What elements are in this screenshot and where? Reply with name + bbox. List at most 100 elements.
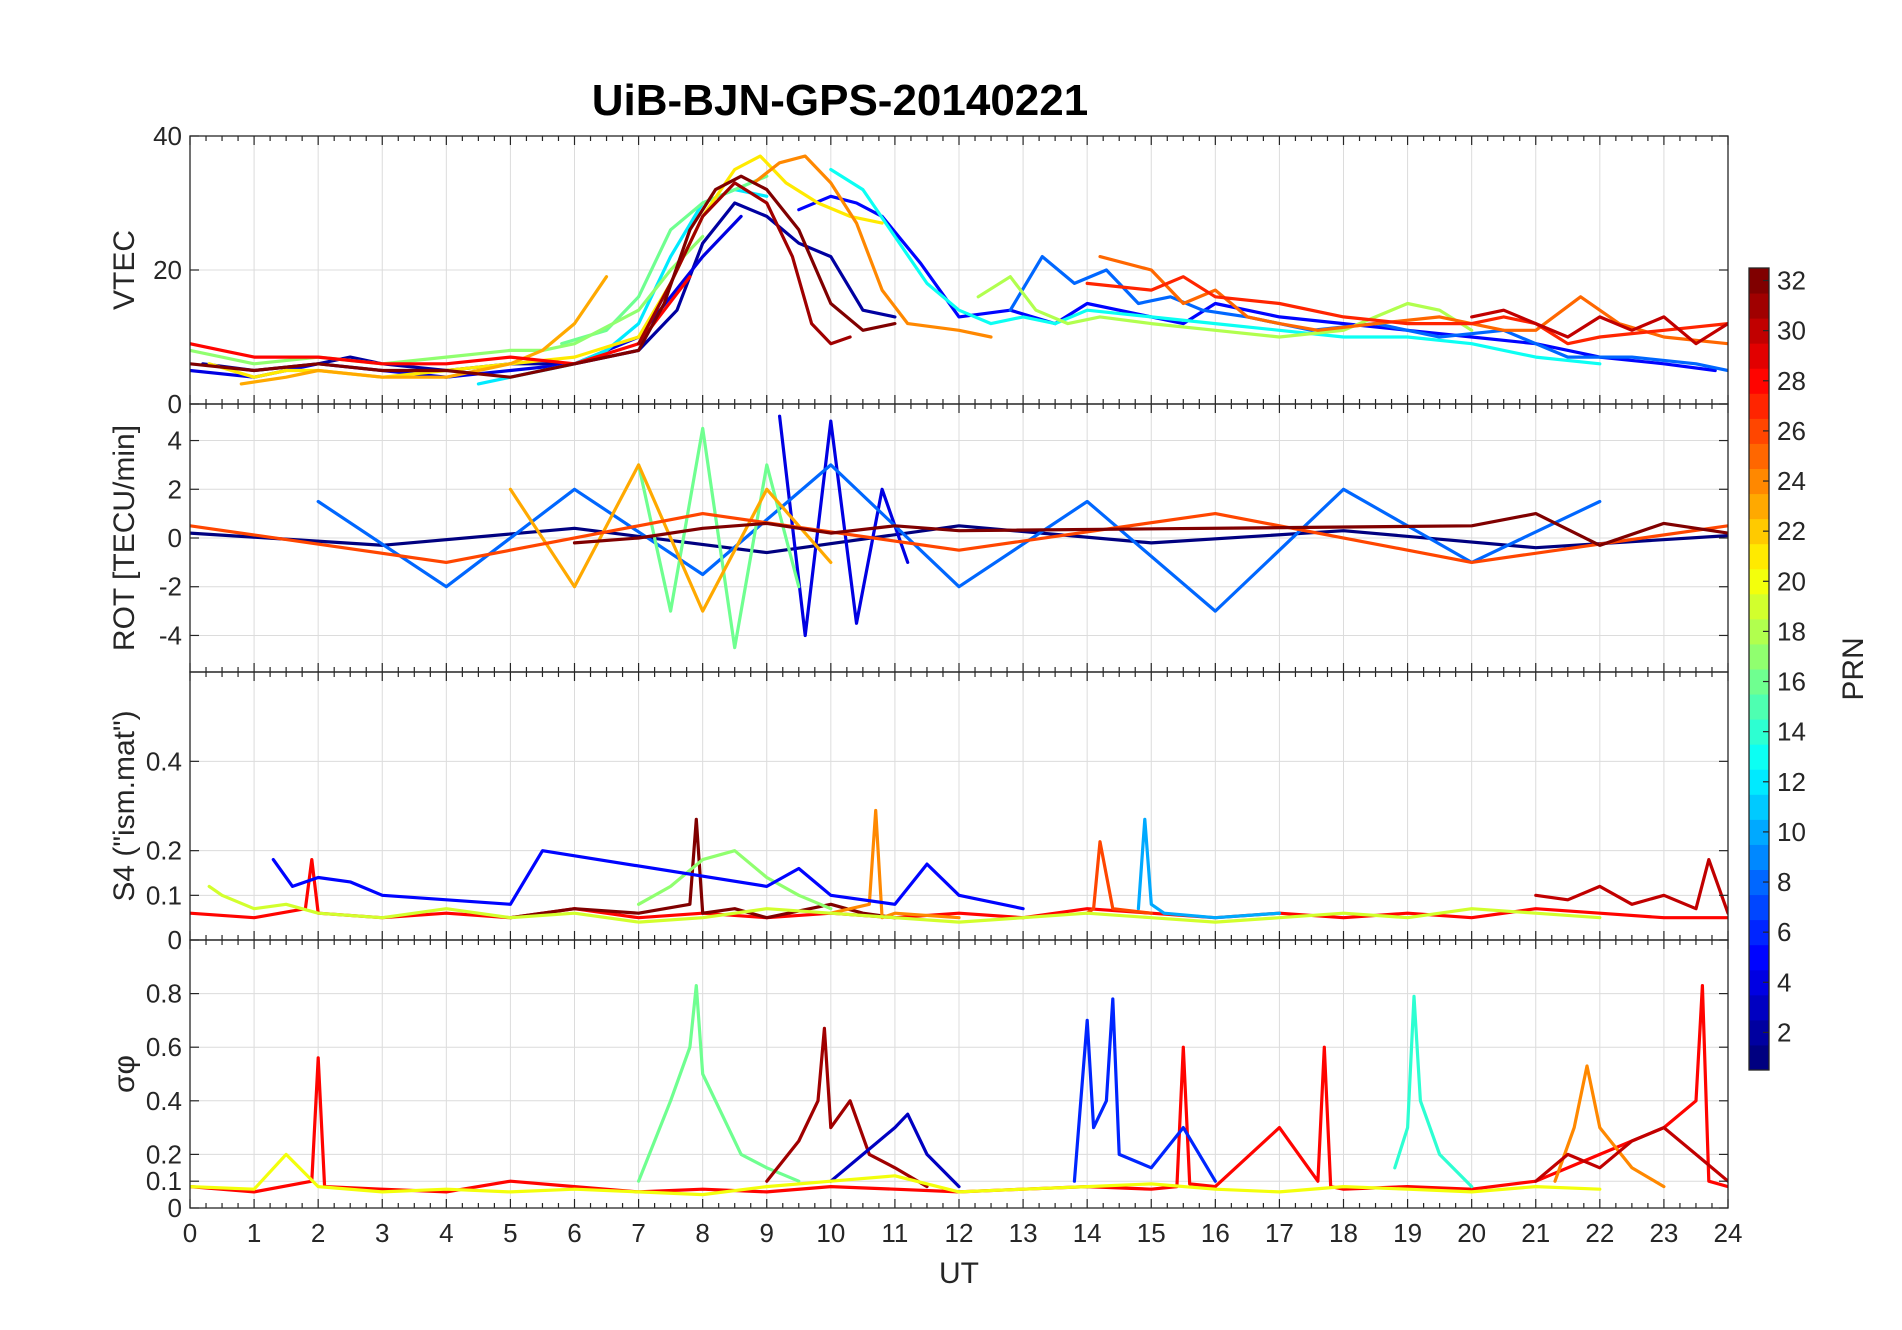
series-prn-16 — [637, 426, 801, 650]
series-prn-23 — [508, 463, 833, 613]
x-tick-label: 6 — [567, 1218, 581, 1248]
colorbar-band — [1749, 694, 1769, 720]
series-prn-4 — [778, 414, 910, 638]
colorbar-band — [1749, 318, 1769, 344]
colorbar-band — [1749, 393, 1769, 419]
series-prn-25 — [1098, 255, 1728, 346]
series-prn-30 — [1534, 858, 1728, 915]
series-prn-5 — [797, 194, 1717, 373]
colorbar-band — [1749, 919, 1769, 946]
series-prn-10 — [1136, 817, 1281, 920]
colorbar-band — [1749, 669, 1769, 695]
y-tick-label: 0.8 — [146, 979, 182, 1009]
colorbar-tick-label: 12 — [1777, 767, 1806, 797]
colorbar-band — [1749, 1044, 1769, 1071]
colorbar-tick-label: 30 — [1777, 316, 1806, 346]
traces — [190, 984, 1728, 1197]
y-axis-label: ROT [TECU/min] — [108, 425, 141, 651]
x-tick-label: 21 — [1521, 1218, 1550, 1248]
colorbar-band — [1749, 493, 1769, 520]
colorbar-tick-label: 18 — [1777, 616, 1806, 646]
colorbar-band — [1749, 944, 1769, 971]
traces — [190, 808, 1728, 924]
y-axis-label: σφ — [108, 1055, 141, 1093]
y-tick-label: 0.6 — [146, 1032, 182, 1062]
series-prn-27 — [1085, 275, 1728, 346]
y-tick-label: 2 — [168, 474, 182, 504]
colorbar-tick-label: 20 — [1777, 566, 1806, 596]
x-tick-label: 17 — [1265, 1218, 1294, 1248]
series-prn-3 — [829, 1112, 961, 1189]
y-axis-label: VTEC — [108, 230, 141, 310]
x-tick-label: 3 — [375, 1218, 389, 1248]
series-prn-17 — [637, 849, 833, 911]
series-prn-6 — [1072, 997, 1217, 1183]
traces — [190, 414, 1728, 650]
x-tick-label: 23 — [1649, 1218, 1678, 1248]
colorbar-tick-label: 22 — [1777, 516, 1806, 546]
colorbar-band — [1749, 618, 1769, 645]
x-tick-label: 1 — [247, 1218, 261, 1248]
x-tick-label: 9 — [760, 1218, 774, 1248]
colorbar-band — [1749, 894, 1769, 921]
colorbar-tick-label: 8 — [1777, 867, 1791, 897]
x-tick-label: 11 — [881, 1218, 908, 1248]
colorbar-tick-label: 2 — [1777, 1017, 1791, 1047]
colorbar-band — [1749, 844, 1769, 870]
series-prn-21 — [207, 154, 884, 379]
colorbar-band — [1749, 543, 1769, 570]
y-tick-label: 0.2 — [146, 1139, 182, 1169]
series-prn-28 — [190, 984, 1728, 1194]
series-prn-24 — [829, 808, 961, 920]
colorbar-tick-label: 24 — [1777, 466, 1806, 496]
series-prn-30 — [1534, 1126, 1728, 1183]
colorbar-band — [1749, 293, 1769, 319]
series-prn-23 — [239, 275, 609, 386]
colorbar-band — [1749, 343, 1769, 369]
colorbar-tick-label: 28 — [1777, 366, 1806, 396]
y-tick-label: 0.1 — [146, 880, 182, 910]
x-tick-label: 18 — [1329, 1218, 1358, 1248]
series-prn-24 — [1553, 1064, 1666, 1189]
y-tick-label: 0 — [168, 389, 182, 419]
colorbar-band — [1749, 468, 1769, 495]
x-tick-label: 14 — [1073, 1218, 1102, 1248]
series-prn-26 — [1085, 840, 1153, 915]
x-tick-label: 2 — [311, 1218, 325, 1248]
y-axis-label: S4 ("ism.mat") — [108, 710, 141, 901]
panel-ROT: -4 -2 0 2 4 ROT [TECU/min] — [108, 403, 1729, 673]
x-tick-label: 7 — [631, 1218, 645, 1248]
series-prn-16 — [637, 984, 801, 1183]
colorbar-tick-label: 14 — [1777, 717, 1806, 747]
series-prn-32 — [572, 512, 1728, 547]
y-tick-label: 0.4 — [146, 1086, 182, 1116]
colorbar-band — [1749, 794, 1769, 820]
x-tick-label: 0 — [183, 1218, 197, 1248]
series-prn-5 — [271, 849, 1025, 911]
colorbar-tick-label: 4 — [1777, 967, 1791, 997]
panel-VTEC: 0 20 40 VTEC — [108, 121, 1729, 419]
colorbar-band — [1749, 418, 1769, 444]
series-prn-14 — [1393, 994, 1474, 1189]
y-tick-label: 0 — [168, 1193, 182, 1223]
x-tick-label: 8 — [695, 1218, 709, 1248]
series-prn-31 — [765, 1026, 929, 1189]
colorbar-tick-label: 32 — [1777, 266, 1806, 296]
traces — [190, 154, 1728, 386]
series-prn-32 — [190, 174, 897, 379]
series-prn-18 — [976, 275, 1474, 339]
series-prn-4 — [190, 214, 743, 379]
colorbar-band — [1749, 593, 1769, 620]
series-prn-13 — [829, 167, 1602, 366]
colorbar-band — [1749, 819, 1769, 845]
x-tick-label: 15 — [1137, 1218, 1166, 1248]
y-tick-label: 20 — [153, 255, 182, 285]
x-axis-label: UT — [939, 1257, 979, 1290]
colorbar-band — [1749, 769, 1769, 795]
x-tick-label: 5 — [503, 1218, 517, 1248]
series-prn-32 — [508, 817, 897, 920]
